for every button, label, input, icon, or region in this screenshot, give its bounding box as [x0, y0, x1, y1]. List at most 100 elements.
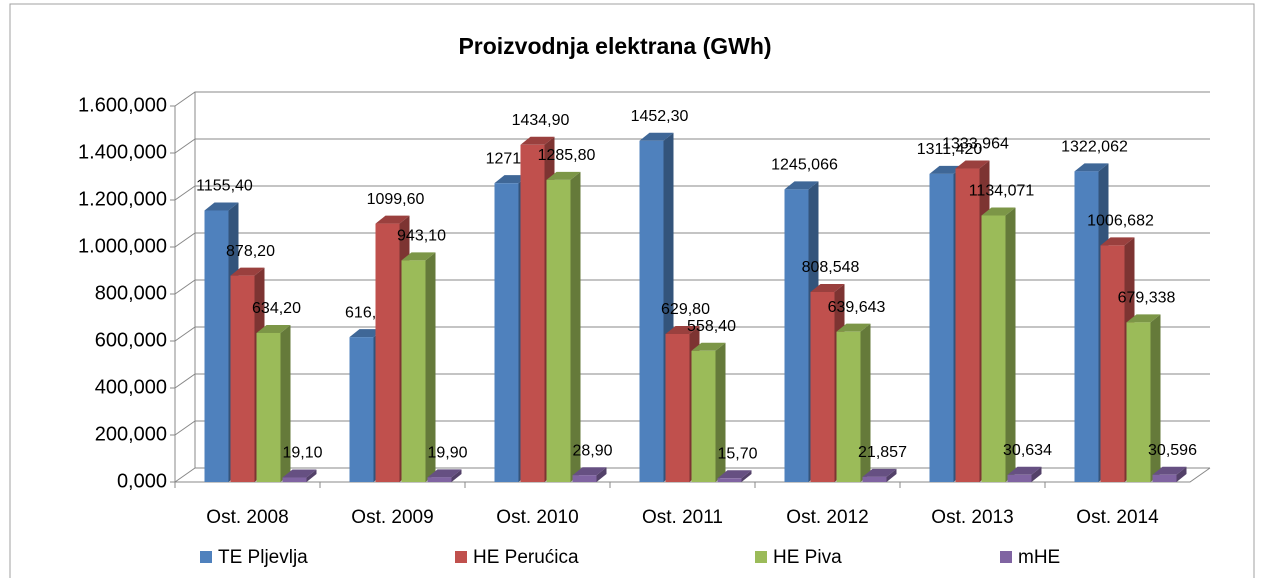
legend-swatch	[755, 551, 767, 563]
bar	[1126, 322, 1151, 482]
bar	[862, 476, 887, 482]
y-tick-label: 400,000	[95, 376, 167, 398]
bar-top	[572, 467, 607, 476]
bar	[349, 337, 374, 482]
data-label: 15,70	[717, 446, 757, 463]
bar	[494, 183, 519, 482]
y-tick-label: 1.000,000	[78, 235, 167, 257]
x-tick-label: Ost. 2014	[1076, 507, 1159, 528]
bar	[1007, 474, 1032, 482]
grid-line	[174, 467, 1210, 483]
bar-top	[1100, 237, 1135, 246]
grid-line	[174, 373, 1210, 389]
bar	[401, 260, 426, 482]
legend-label: TE Pljevlja	[218, 547, 308, 568]
data-label: 1322,062	[1061, 139, 1128, 156]
bar-side	[306, 469, 317, 482]
bar-top	[1074, 163, 1109, 172]
bar	[427, 477, 452, 482]
x-tick-label: Ost. 2012	[786, 507, 868, 528]
bar-side	[860, 323, 871, 482]
data-label: 30,596	[1148, 442, 1197, 459]
grid-line	[174, 420, 1210, 436]
data-label: 639,643	[828, 299, 886, 316]
bar-top	[375, 215, 410, 224]
bar-side	[1150, 314, 1161, 482]
y-tick-label: 1.600,000	[78, 94, 167, 116]
bar	[520, 144, 545, 482]
bar	[929, 173, 954, 483]
bar	[572, 475, 597, 482]
data-label: 629,80	[661, 301, 710, 318]
data-label: 1245,066	[771, 157, 838, 174]
bar-top	[401, 252, 436, 261]
data-label: 558,40	[687, 318, 736, 335]
data-label: 19,90	[427, 445, 467, 462]
bar-top	[981, 207, 1016, 216]
data-label: 943,10	[397, 228, 446, 245]
bar	[981, 215, 1006, 482]
bar-top	[282, 469, 317, 478]
data-label: 1155,40	[196, 178, 253, 195]
x-tick-label: Ost. 2011	[642, 507, 723, 528]
bar-top	[520, 136, 555, 145]
legend-label: HE Perućica	[473, 547, 579, 568]
bar	[836, 331, 861, 482]
bar-top	[836, 323, 871, 332]
bar	[639, 140, 664, 482]
bar-top	[717, 470, 752, 479]
grid-line	[174, 138, 1210, 154]
data-label: 1434,90	[512, 112, 570, 129]
bar-side	[596, 467, 607, 482]
grid-line	[174, 185, 1210, 201]
grid-line	[174, 91, 1210, 107]
data-label: 808,548	[802, 259, 860, 276]
y-tick-label: 800,000	[95, 282, 167, 304]
bar-side	[280, 324, 291, 482]
bar-side	[451, 469, 462, 482]
bar-side	[1005, 207, 1016, 482]
legend-swatch	[200, 551, 212, 563]
legend-swatch	[1000, 551, 1012, 563]
bar-top	[929, 165, 964, 174]
bar-side	[886, 468, 897, 482]
bar	[1152, 474, 1177, 482]
bar	[665, 333, 690, 482]
bar-top	[784, 181, 819, 190]
data-label: 1099,60	[367, 191, 425, 208]
data-label: 1006,682	[1087, 213, 1154, 230]
data-label: 679,338	[1118, 290, 1176, 307]
bar-top	[1007, 466, 1042, 475]
x-tick-label: Ost. 2013	[931, 507, 1013, 528]
bar-top	[691, 342, 726, 351]
data-label: 28,90	[572, 442, 612, 459]
bar-top	[639, 132, 674, 141]
data-label: 634,20	[252, 300, 301, 317]
bar-top	[230, 267, 265, 276]
grid-line	[174, 232, 1210, 248]
chart-title: Proizvodnja elektrana (GWh)	[458, 33, 771, 59]
bar	[810, 291, 835, 482]
bar	[691, 350, 716, 482]
y-tick-label: 200,000	[95, 423, 167, 445]
bar-side	[1176, 466, 1187, 482]
bar-top	[494, 175, 529, 184]
bar-top	[427, 469, 462, 478]
y-tick-label: 1.400,000	[78, 141, 167, 163]
bar	[282, 477, 307, 482]
legend-label: mHE	[1018, 547, 1060, 568]
bar-top	[256, 324, 291, 333]
data-label: 1285,80	[538, 147, 596, 164]
bar-side	[1031, 466, 1042, 482]
bar-side	[741, 470, 752, 482]
bar	[546, 179, 571, 482]
bar-top	[1126, 314, 1161, 323]
y-tick-label: 0,000	[117, 470, 167, 492]
bar	[1100, 245, 1125, 482]
data-label: 878,20	[226, 243, 275, 260]
bar-top	[349, 329, 384, 338]
chart-frame	[9, 3, 1255, 583]
bar-side	[715, 342, 726, 482]
data-label: 1134,071	[969, 183, 1035, 200]
